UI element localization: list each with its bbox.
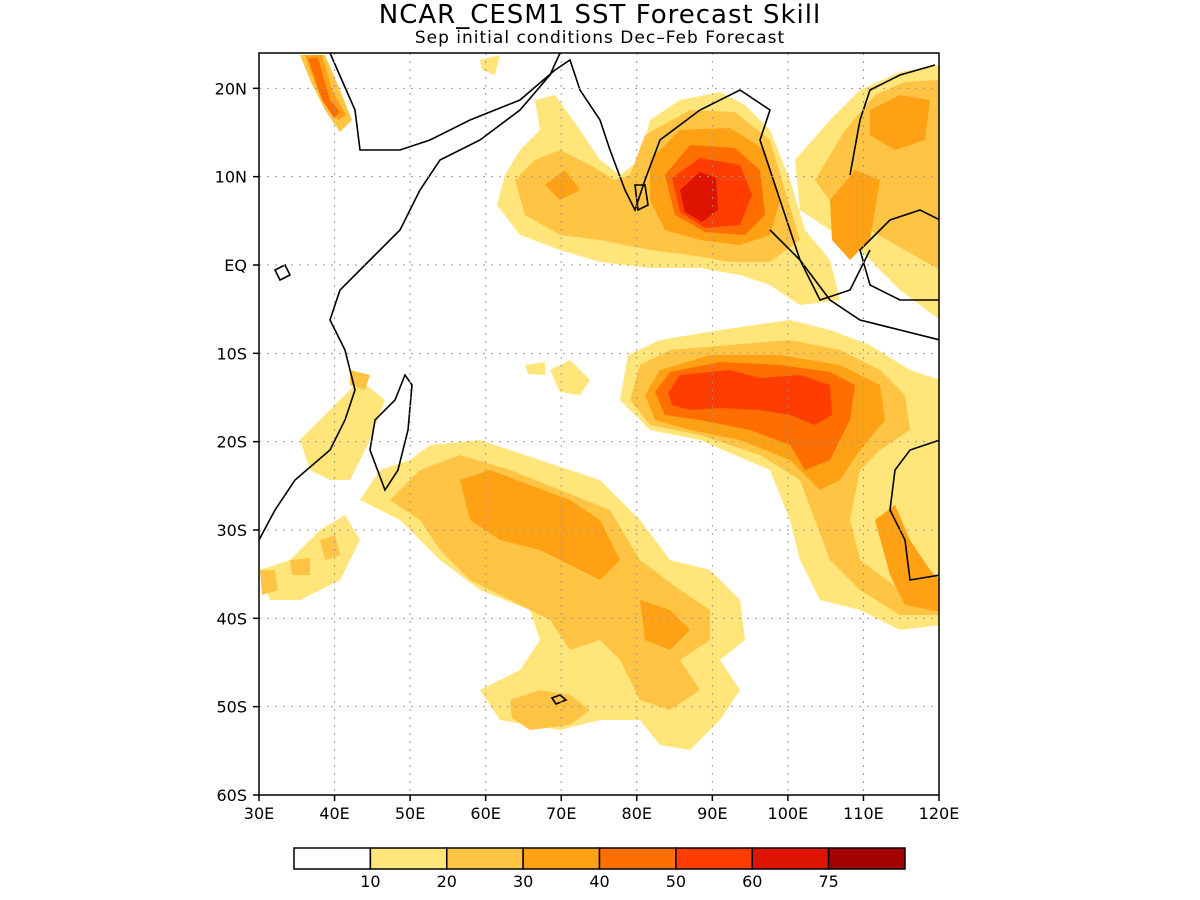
coast-arabia-india [329,53,871,301]
coast-madagascar [369,373,413,492]
x-tick-label: 80E [622,804,652,823]
colorbar-label: 20 [437,872,457,891]
colorbar-swatch [827,847,906,870]
y-axis: 20N 10N EQ 10S 20S 30S 40S 50S 60S [215,79,259,805]
y-tick-label: 20N [215,79,247,98]
coast-borneo [859,209,939,301]
y-tick-label: EQ [224,256,247,275]
shade-north-band-l6 [680,172,718,222]
coast-kerguelen [550,694,568,705]
colorbar-label: 60 [742,872,762,891]
colorbar-swatch [598,847,677,870]
coast-socotra [273,263,292,282]
colorbar-swatch [369,847,448,870]
colorbar-swatch [675,847,753,870]
x-axis: 30E 40E 50E 60E 70E 80E 90E 100E 110E 120E [244,795,960,823]
shade-w-l2 [260,370,370,595]
y-tick-label: 20S [216,433,247,452]
x-tick-label: 120E [919,804,960,823]
colorbar: 10 20 30 40 50 60 75 [293,847,906,891]
colorbar-swatch [446,847,524,870]
x-tick-label: 60E [470,804,500,823]
y-tick-label: 40S [216,609,247,628]
colorbar-swatch [522,847,601,870]
colorbar-label: 75 [818,872,838,891]
x-tick-label: 40E [319,804,349,823]
shade-w-l1 [260,55,590,600]
x-tick-label: 70E [546,804,576,823]
coast-sumatra [769,229,939,341]
y-tick-label: 30S [216,521,247,540]
plot-frame [258,52,940,796]
colorbar-label: 40 [589,872,609,891]
gridlines [259,53,939,795]
chart-title: NCAR_CESM1 SST Forecast Skill [378,0,822,30]
skill-shading [260,55,939,750]
shade-scs-l3 [830,95,930,260]
colorbar-label: 50 [666,872,686,891]
coast-australia [889,439,939,581]
shade-sc-l3 [460,470,690,650]
x-tick-label: 110E [843,804,884,823]
x-tick-label: 30E [244,804,274,823]
colorbar-swatch [293,847,372,870]
coast-africa [259,53,561,541]
x-tick-label: 100E [768,804,809,823]
x-tick-label: 50E [395,804,425,823]
shade-sc-l2 [390,455,710,730]
y-tick-label: 50S [216,698,247,717]
colorbar-label: 30 [513,872,533,891]
colorbar-label: 10 [360,872,380,891]
y-tick-label: 60S [216,786,247,805]
y-tick-label: 10N [215,168,247,187]
coastlines [259,53,939,705]
chart-subtitle: Sep initial conditions Dec–Feb Forecast [414,28,786,48]
coast-indochina [849,64,936,176]
colorbar-swatch [751,847,830,870]
y-tick-label: 10S [216,344,247,363]
x-tick-label: 90E [697,804,727,823]
coast-srilanka [634,184,649,212]
shade-se-band-l5 [668,370,832,425]
